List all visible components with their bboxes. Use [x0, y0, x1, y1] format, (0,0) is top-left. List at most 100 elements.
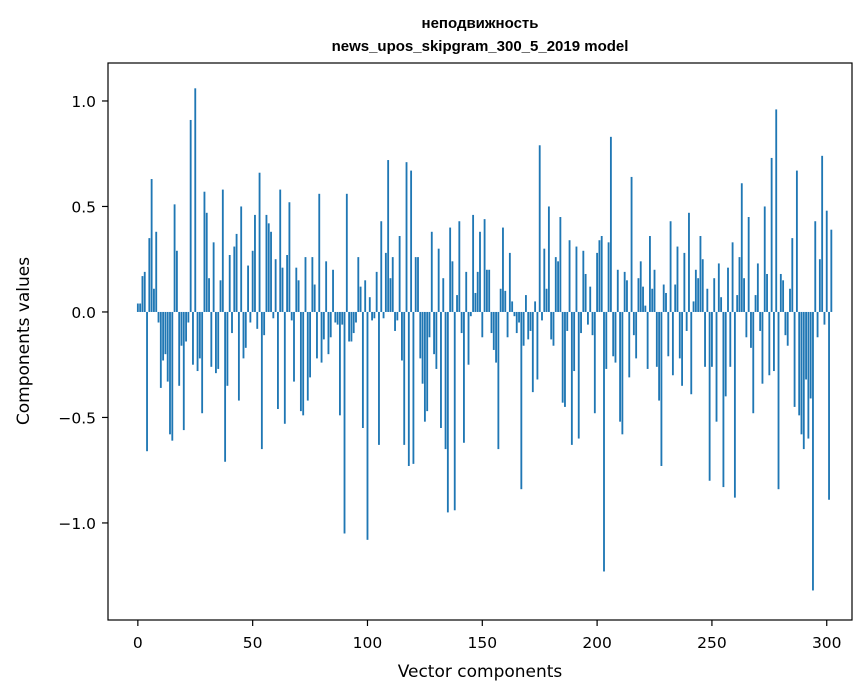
- bar: [378, 311, 380, 445]
- y-tick-label: −1.0: [58, 515, 96, 533]
- bar: [511, 301, 514, 312]
- bar: [789, 288, 791, 312]
- bar: [139, 303, 142, 312]
- bar: [345, 193, 348, 312]
- bar: [722, 311, 725, 488]
- bar: [258, 172, 261, 312]
- bar: [173, 204, 176, 312]
- bar: [185, 311, 187, 342]
- bar: [384, 252, 387, 312]
- bar: [306, 311, 309, 401]
- bar: [568, 240, 571, 312]
- bar: [694, 269, 697, 312]
- bar: [812, 311, 814, 591]
- bar: [391, 257, 394, 312]
- bar: [587, 311, 589, 325]
- bar: [194, 88, 197, 312]
- bar: [653, 269, 656, 312]
- bar: [809, 311, 812, 399]
- bar: [182, 311, 185, 431]
- bar: [375, 271, 378, 312]
- plot-frame: [107, 62, 853, 621]
- x-tick-label: 200: [582, 634, 612, 652]
- bar: [212, 242, 215, 312]
- bar: [584, 273, 587, 312]
- bar: [256, 311, 259, 329]
- x-axis-ticks: 0 50 100 150 200 250 300: [133, 620, 842, 652]
- bar: [299, 311, 302, 412]
- bar: [607, 242, 610, 312]
- bar: [242, 311, 245, 359]
- bar: [729, 311, 732, 367]
- bar: [192, 311, 194, 365]
- bar: [534, 301, 537, 312]
- bar: [357, 257, 360, 312]
- x-tick-label: 250: [697, 634, 727, 652]
- bar: [368, 297, 371, 312]
- bar: [550, 311, 553, 340]
- bar: [180, 311, 183, 346]
- bar: [187, 311, 190, 323]
- bar: [410, 170, 413, 312]
- bar: [782, 280, 785, 312]
- bar: [254, 214, 256, 312]
- bar: [146, 311, 148, 452]
- bar: [169, 311, 171, 435]
- bar: [444, 311, 447, 450]
- bar: [665, 292, 667, 312]
- bar: [150, 179, 153, 312]
- bar: [423, 311, 426, 422]
- bar: [164, 311, 167, 355]
- bar: [283, 311, 286, 424]
- bar: [536, 311, 539, 380]
- bar: [219, 280, 222, 312]
- bar: [198, 311, 201, 359]
- bar: [309, 311, 311, 378]
- bar: [295, 267, 298, 312]
- bar: [605, 311, 608, 369]
- bar: [644, 305, 647, 312]
- bar: [460, 311, 463, 334]
- bar: [777, 311, 780, 490]
- bar: [745, 311, 748, 338]
- y-axis-ticks: −1.0 −0.5 0.0 0.5 1.0: [58, 93, 108, 533]
- bar: [348, 311, 351, 342]
- bar: [759, 311, 762, 331]
- bar: [818, 259, 821, 312]
- bar: [272, 311, 275, 319]
- bar: [713, 278, 716, 312]
- bar: [626, 280, 628, 312]
- bar: [474, 292, 477, 312]
- bar: [414, 257, 417, 312]
- bar: [678, 311, 681, 359]
- bar: [731, 242, 734, 312]
- bar: [350, 311, 353, 342]
- bar: [768, 311, 771, 376]
- bar: [472, 214, 475, 312]
- bar: [175, 250, 178, 312]
- bar: [281, 267, 284, 312]
- bar: [479, 231, 481, 312]
- bar: [717, 263, 720, 312]
- bar: [210, 311, 213, 367]
- bar: [543, 248, 546, 312]
- bar: [143, 271, 146, 312]
- bar: [196, 311, 199, 372]
- bar: [260, 311, 263, 450]
- bar: [208, 278, 210, 312]
- bar: [504, 290, 507, 312]
- bar: [334, 311, 337, 323]
- bar: [518, 311, 520, 323]
- bar: [720, 297, 723, 312]
- bar: [495, 311, 497, 363]
- bar: [830, 229, 833, 312]
- bar: [233, 246, 236, 312]
- y-tick-label: 1.0: [71, 93, 96, 111]
- bar: [591, 311, 594, 336]
- bar: [203, 191, 206, 312]
- bar: [371, 311, 373, 321]
- y-tick-label: −0.5: [58, 409, 96, 427]
- bar: [632, 311, 635, 336]
- bar: [786, 311, 789, 346]
- bar: [235, 233, 238, 312]
